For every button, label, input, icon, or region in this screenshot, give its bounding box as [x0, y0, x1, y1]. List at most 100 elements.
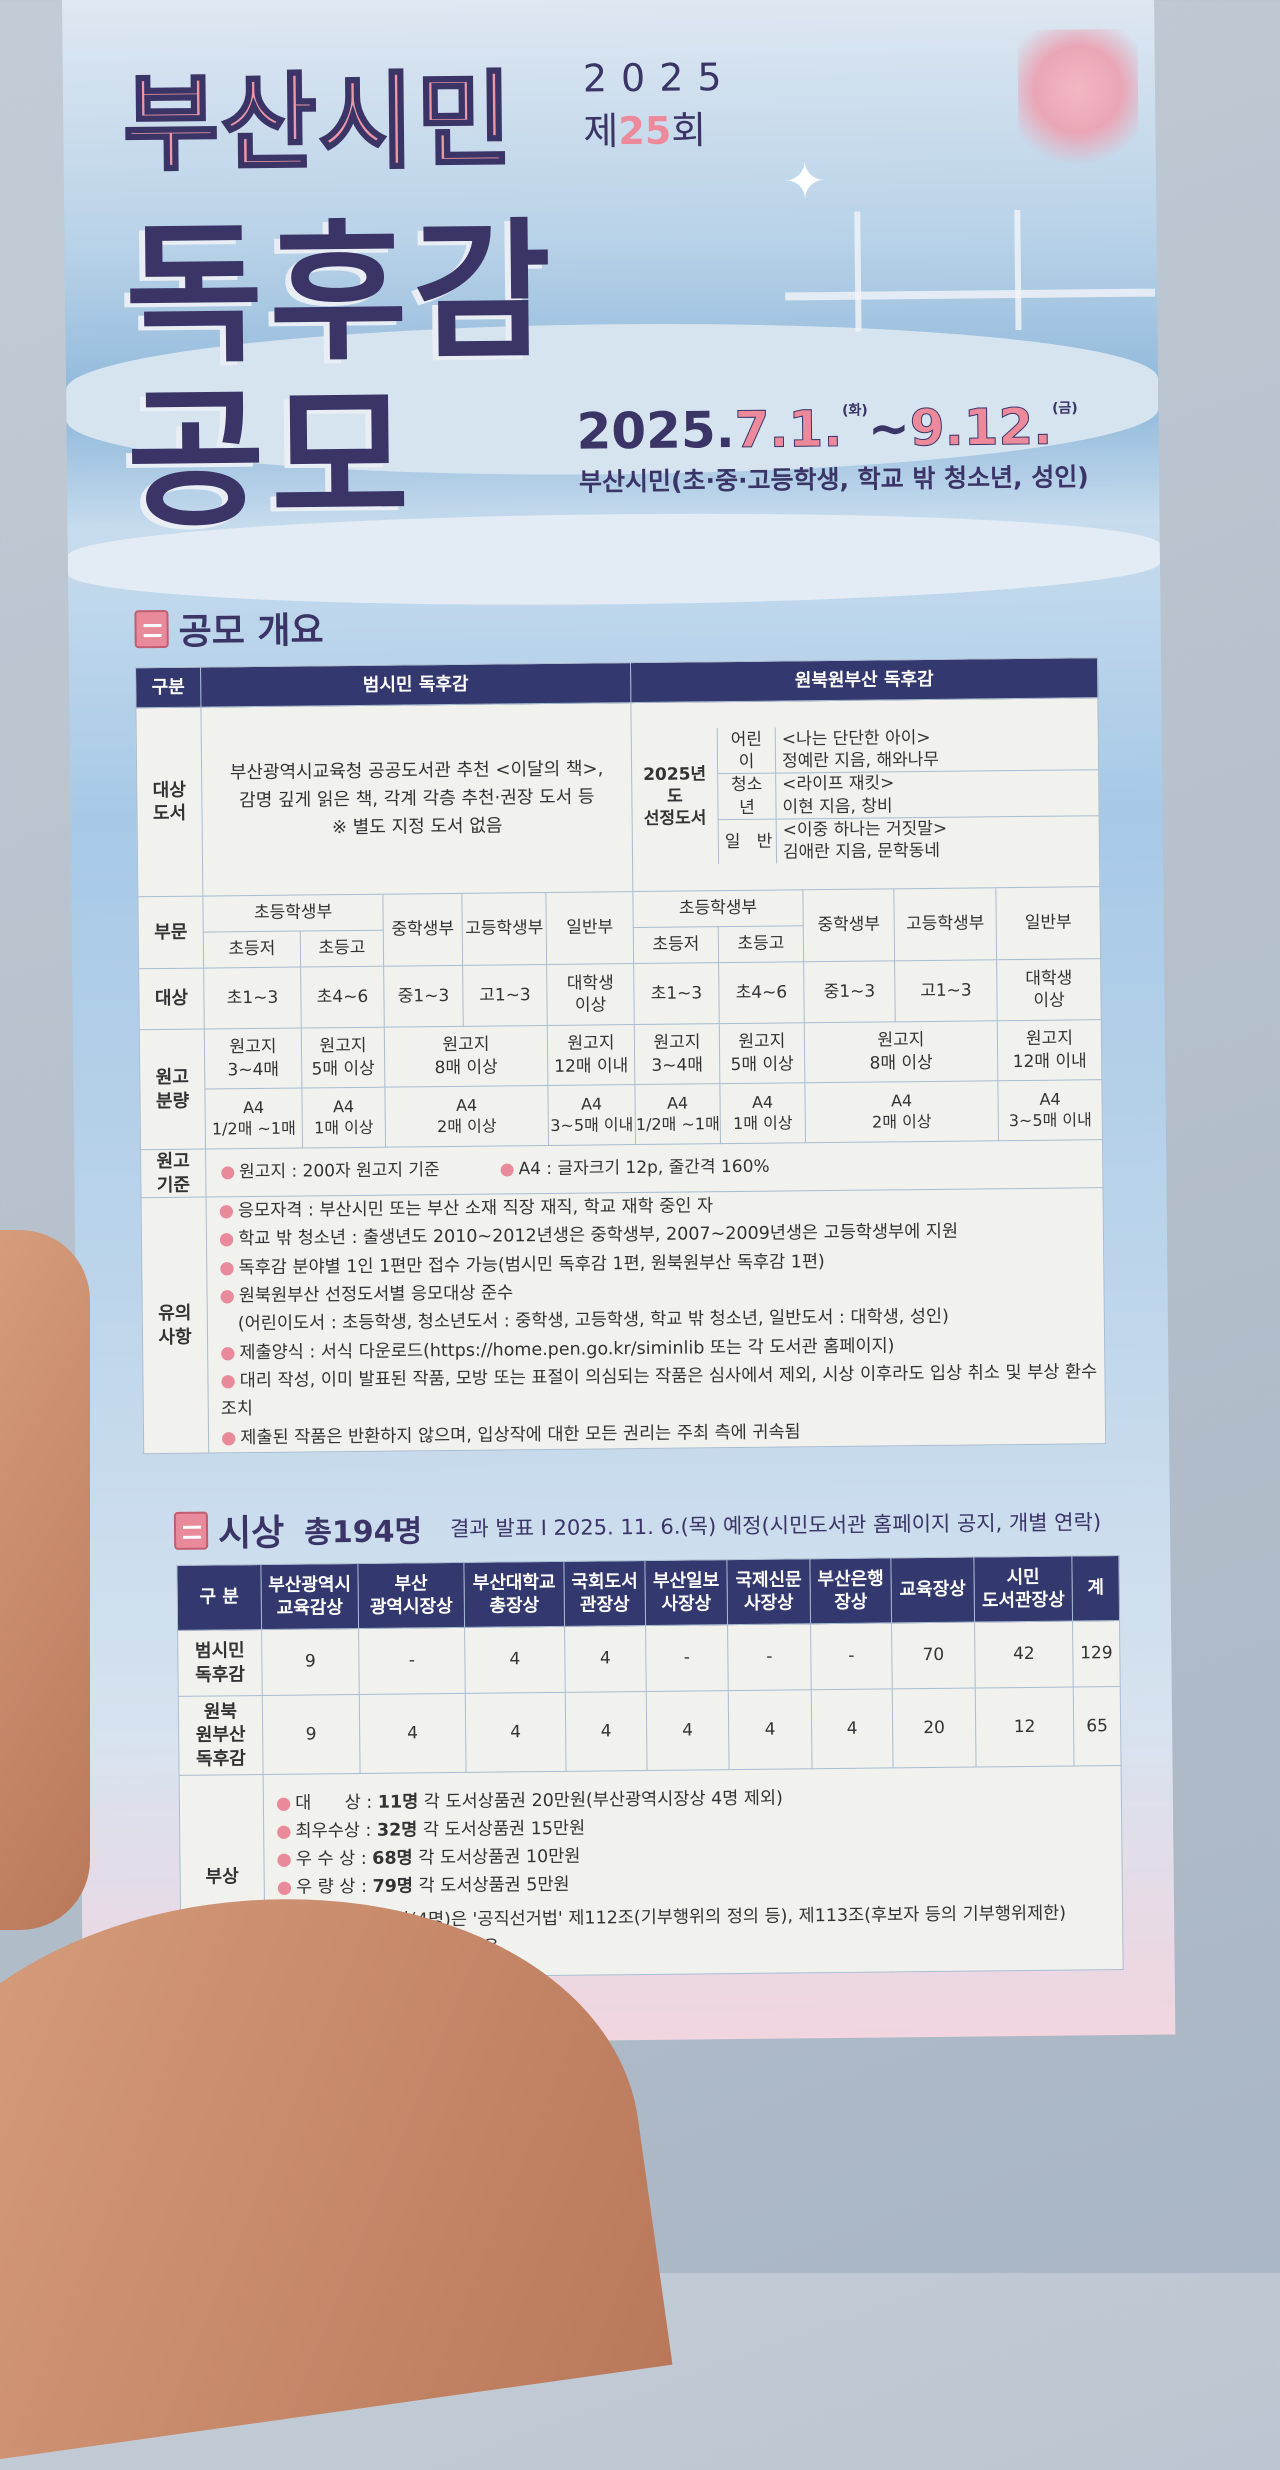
length-cell: 원고지 12매 이내 [997, 1019, 1102, 1081]
prize-desc: 각 도서상품권 5만원 [418, 1874, 570, 1896]
book-group: 청소년 [717, 772, 776, 819]
edition-label: 제25회 [583, 99, 706, 155]
books-a: 부산광역시교육청 공공도서관 추천 <이달의 책>, 감명 깊게 읽은 책, 각… [200, 702, 633, 897]
bullet-icon: ● [275, 1793, 292, 1814]
awards-column-header: 구 분 [176, 1564, 262, 1631]
awards-count-cell: 4 [565, 1691, 648, 1772]
length-cell: 원고지 8매 이상 [804, 1020, 998, 1083]
awards-total: 총194명 [304, 1514, 423, 1551]
date-start: 7.1. [734, 399, 843, 459]
year-label: 2025 [582, 54, 736, 101]
table-row-notes: 유의 사항 ● 응모자격 : 부산시민 또는 부산 소재 직장 재직, 학교 재학… [141, 1187, 1106, 1454]
book-icon [173, 1511, 209, 1550]
bullet-icon: ● [276, 1849, 292, 1870]
prize-desc: 각 도서상품권 15만원 [422, 1818, 586, 1840]
date-tilde: ~ [867, 399, 911, 458]
flyer: ✦ 부산시민 2025 제25회 독후감 공모 2025.7.1.(화)~9.1… [62, 0, 1176, 2046]
bridge-icon [785, 288, 1156, 301]
awards-count-cell: 42 [974, 1621, 1074, 1689]
length-cell: A4 1매 이상 [301, 1087, 386, 1149]
row-label-target: 대상 [138, 968, 205, 1030]
note-item: ● 대리 작성, 이미 발표된 작품, 모방 또는 표절이 의심되는 작품은 심사… [220, 1358, 1105, 1424]
length-cell: 원고지 3~4매 [634, 1023, 720, 1085]
length-cell: A4 2매 이상 [804, 1080, 999, 1143]
awards-row-label: 원북 원부산 독후감 [178, 1695, 264, 1776]
palm-tree-icon [1017, 28, 1139, 180]
division-high: 고등학생부 [461, 892, 547, 966]
section-overview-title: 공모 개요 [178, 610, 324, 653]
length-cell: 원고지 12매 이내 [547, 1024, 635, 1086]
table-row-length-a4: A4 1/2매 ~1매 A4 1매 이상 A4 2매 이상 A4 3~5매 이내… [140, 1079, 1103, 1150]
target-cell: 중1~3 [383, 965, 464, 1028]
length-cell: 원고지 3~4매 [204, 1028, 302, 1090]
bridge-tower [854, 211, 862, 332]
note-text: 응모자격 : 부산시민 또는 부산 소재 직장 재직, 학교 재학 중인 자 [237, 1196, 714, 1222]
awards-row-label: 범시민 독후감 [177, 1629, 263, 1697]
prize-name: 우 량 상 [295, 1876, 356, 1898]
awards-count-cell: 9 [261, 1628, 360, 1696]
book-title: <라이프 재킷> 이현 지음, 창비 [775, 769, 1099, 819]
awards-column-header: 부산 광역시장상 [357, 1562, 465, 1629]
awards-column-header: 부산은행 장상 [809, 1557, 892, 1624]
awards-count-cell: 9 [262, 1694, 361, 1775]
awards-count-cell: 4 [728, 1689, 813, 1770]
prize-name: 대 상 [295, 1792, 361, 1814]
target-cell: 초1~3 [203, 967, 302, 1030]
note-text: (어린이도서 : 초등학생, 청소년도서 : 중학생, 고등학생, 학교 밖 청… [237, 1307, 950, 1335]
book-title: <이중 하나는 거짓말> 김애란 지음, 문학동네 [775, 814, 1100, 864]
edition-prefix: 제 [583, 109, 619, 154]
bullet-icon: ● [220, 1428, 237, 1449]
length-cell: A4 2매 이상 [384, 1085, 549, 1148]
division-middle: 중학생부 [382, 893, 463, 967]
table-row-books: 대상 도서 부산광역시교육청 공공도서관 추천 <이달의 책>, 감명 깊게 읽… [135, 697, 1100, 897]
note-text: 제출양식 : 서식 다운로드(https://home.pen.go.kr/si… [239, 1336, 895, 1363]
division-middle: 중학생부 [802, 888, 895, 962]
note-text: 제출된 작품은 반환하지 않으며, 입상작에 대한 모든 권리는 주최 측에 귀… [240, 1422, 801, 1448]
prize-desc: 각 도서상품권 10만원 [418, 1846, 581, 1868]
edition-number: 25 [618, 108, 672, 154]
division-elem-low: 초등저 [203, 931, 301, 969]
target-cell: 고1~3 [894, 959, 998, 1022]
bridge-tower [1014, 209, 1022, 331]
header-contest-a: 범시민 독후감 [200, 662, 631, 708]
awards-count-cell: 4 [465, 1692, 567, 1773]
awards-count-cell: 65 [1073, 1686, 1122, 1766]
division-elem: 초등학생부 [632, 889, 804, 928]
prize-count: 11명 [377, 1791, 419, 1813]
awards-count-cell: 4 [464, 1626, 566, 1694]
awards-count-cell: 129 [1072, 1620, 1121, 1688]
bullet-icon: ● [220, 1371, 236, 1392]
standard-item: 원고지 : 200자 원고지 기준 [239, 1160, 440, 1183]
notes-cell: ● 응모자격 : 부산시민 또는 부산 소재 직장 재직, 학교 재학 중인 자 ●… [206, 1187, 1106, 1454]
prize-count: 32명 [376, 1819, 418, 1841]
awards-count-cell: - [810, 1622, 893, 1690]
division-elem-high: 초등고 [300, 930, 384, 968]
length-cell: 원고지 5매 이상 [301, 1027, 385, 1089]
target-cell: 초4~6 [300, 966, 385, 1029]
division-high: 고등학생부 [893, 887, 997, 961]
note-text: 원북원부산 선정도서별 응모대상 준수 [238, 1283, 514, 1307]
length-cell: A4 1/2매 ~1매 [204, 1088, 303, 1150]
prize-count: 79명 [372, 1875, 414, 1897]
division-general: 일반부 [995, 886, 1101, 960]
division-elem-low: 초등저 [633, 926, 719, 964]
awards-count-cell: - [727, 1623, 812, 1691]
books-b: 2025년도 선정도서 어린이 <나는 단단한 아이> 정예란 지음, 해와나무… [630, 697, 1100, 892]
awards-column-header: 계 [1071, 1555, 1120, 1622]
row-label-standard: 원고 기준 [140, 1149, 207, 1198]
division-elem-high: 초등고 [718, 925, 804, 963]
bullet-icon: ● [276, 1821, 292, 1842]
note-text: 대리 작성, 이미 발표된 작품, 모방 또는 표절이 의심되는 작품은 심사에… [220, 1362, 1098, 1420]
awards-count-cell: - [645, 1624, 729, 1692]
header-category: 구분 [135, 667, 201, 708]
division-elem: 초등학생부 [202, 894, 384, 933]
standard-item: A4 : 글자크기 12p, 줄간격 160% [518, 1157, 770, 1180]
edition-suffix: 회 [671, 108, 707, 153]
table-row-target: 대상 초1~3 초4~6 중1~3 고1~3 대학생 이상 초1~3 초4~6 … [138, 958, 1102, 1030]
bullet-icon: ● [218, 1229, 235, 1250]
awards-column-header: 부산광역시 교육감상 [260, 1563, 359, 1630]
date-end: 9.12. [909, 397, 1053, 458]
target-cell: 초4~6 [718, 961, 805, 1024]
prize-list: ● 대 상 : 11명 각 도서상품권 20만원(부산광역시장상 4명 제외) ● 최… [276, 1781, 1122, 1902]
book-title: <나는 단단한 아이> 정예란 지음, 해와나무 [774, 724, 1099, 773]
